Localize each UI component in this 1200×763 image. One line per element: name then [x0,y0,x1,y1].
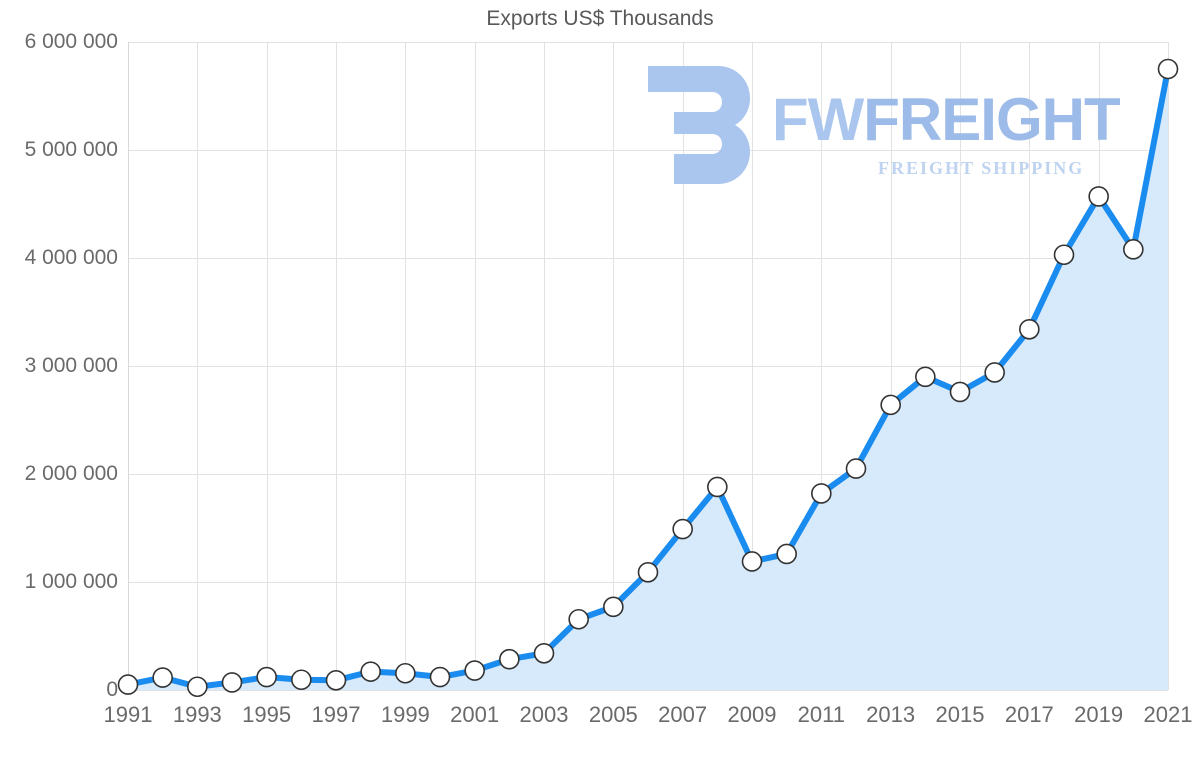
data-point-markers [117,58,1179,698]
data-point-marker[interactable] [707,476,728,498]
y-axis-tick-label: 6 000 000 [24,30,118,53]
data-point-marker[interactable] [984,362,1005,383]
data-point-marker[interactable] [256,666,277,688]
gridline-vertical [405,42,407,690]
x-axis-tick-label: 1995 [242,702,292,727]
data-point-marker[interactable] [395,662,416,684]
chart-title: Exports US$ Thousands [486,7,714,30]
data-point-marker[interactable] [811,483,832,504]
x-axis-tick-label: 2001 [450,702,500,727]
x-axis-tick-label: 2017 [1004,702,1054,727]
data-point-marker[interactable] [1157,58,1179,80]
y-axis-tick-label: 3 000 000 [24,354,118,377]
data-point-marker[interactable] [499,648,520,670]
gridline-vertical [1168,42,1169,690]
y-axis-tick-label: 2 000 000 [24,462,118,485]
data-point-marker[interactable] [672,518,693,540]
data-point-marker[interactable] [845,458,867,479]
data-point-marker[interactable] [152,667,173,688]
x-axis-tick-label: 2009 [727,702,777,727]
x-axis-tick-label: 2013 [866,702,916,727]
gridline-vertical [197,42,199,690]
data-point-marker[interactable] [1053,244,1075,266]
gridline-horizontal [128,690,1168,691]
series-exports [117,58,1179,698]
data-point-marker[interactable] [291,669,312,691]
gridline-vertical [544,42,545,690]
data-point-marker[interactable] [1123,239,1144,260]
x-axis-tick-label: 2003 [519,702,569,727]
gridline-vertical [960,42,961,690]
x-axis-tick-label: 2007 [658,702,708,727]
x-axis-tick-label: 1997 [311,702,361,727]
data-point-marker[interactable] [568,608,589,630]
data-point-marker[interactable] [325,669,347,691]
gridline-horizontal [128,366,1168,367]
x-axis-tick-label: 1993 [172,702,222,727]
gridline-horizontal [128,474,1168,475]
y-axis-line [128,42,129,690]
y-axis-tick-label: 0 [106,678,118,701]
x-axis-tick-label: 2019 [1074,702,1124,727]
x-axis-tick-label: 2021 [1143,702,1193,727]
data-point-marker[interactable] [117,674,139,695]
gridline-vertical [336,42,337,690]
data-point-marker[interactable] [776,543,797,565]
gridline-horizontal [128,258,1168,259]
x-axis-tick-label: 1991 [103,702,153,727]
x-axis-tick-label: 2011 [797,702,845,727]
data-point-marker[interactable] [1019,318,1040,340]
y-axis-tick-label: 1 000 000 [24,570,118,593]
data-point-marker[interactable] [637,561,659,583]
gridline-vertical [266,42,268,690]
data-point-marker[interactable] [915,366,936,388]
data-point-marker[interactable] [221,672,243,693]
gridline-vertical [613,42,615,690]
x-axis-tick-label: 2015 [935,702,985,727]
x-axis-tick-label: 2005 [588,702,638,727]
data-point-marker[interactable] [603,596,624,618]
gridline-vertical [890,42,892,690]
plot-area [117,42,1179,698]
data-point-marker[interactable] [429,666,451,688]
data-point-marker[interactable] [741,551,763,572]
x-axis-tick-label: 1999 [380,702,430,727]
data-point-marker[interactable] [464,660,485,681]
gridline-horizontal [128,42,1168,43]
data-point-marker[interactable] [533,642,555,664]
gridline-vertical [821,42,823,690]
data-point-marker[interactable] [949,381,971,403]
data-point-marker[interactable] [187,676,208,698]
gridline-vertical [474,42,476,690]
y-axis-tick-label: 5 000 000 [24,138,118,161]
data-point-marker[interactable] [1088,186,1109,207]
data-point-marker[interactable] [360,661,381,682]
y-axis-tick-label: 4 000 000 [24,246,118,269]
gridline-vertical [682,42,684,690]
gridline-vertical [752,42,753,690]
data-point-marker[interactable] [880,394,901,416]
area-fill [128,69,1168,690]
